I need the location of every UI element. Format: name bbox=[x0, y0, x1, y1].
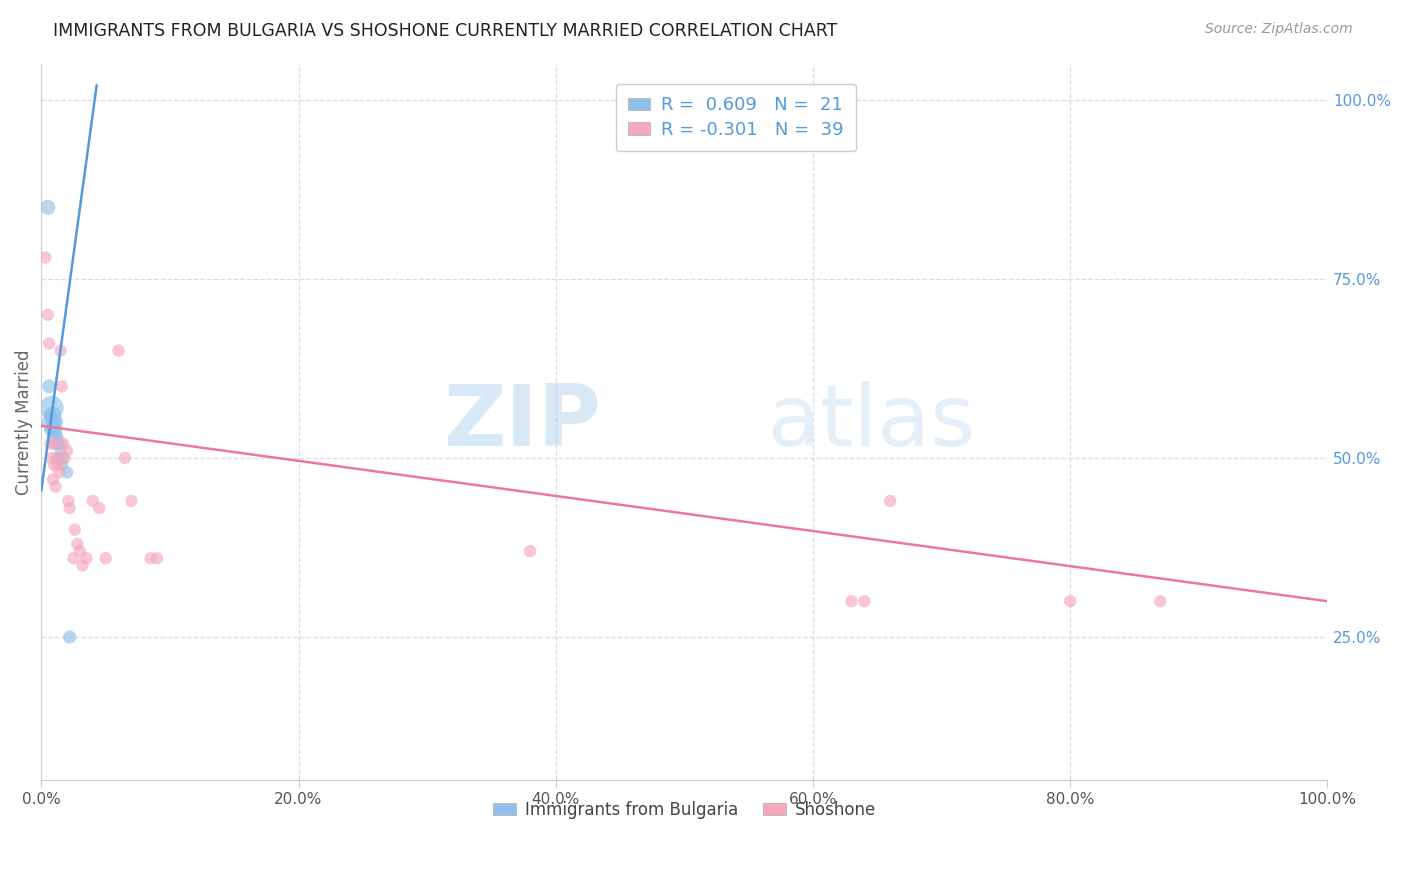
Point bbox=[139, 551, 162, 566]
Point bbox=[39, 436, 62, 450]
Point bbox=[37, 308, 59, 322]
Point bbox=[44, 480, 66, 494]
Point bbox=[45, 450, 67, 465]
Point bbox=[52, 436, 75, 450]
Point bbox=[48, 466, 70, 480]
Point bbox=[42, 473, 65, 487]
Point bbox=[1149, 594, 1171, 608]
Point bbox=[56, 466, 79, 480]
Point bbox=[45, 429, 67, 443]
Point bbox=[46, 436, 69, 450]
Point bbox=[44, 422, 66, 436]
Point bbox=[34, 251, 56, 265]
Text: ZIP: ZIP bbox=[443, 381, 600, 464]
Point bbox=[63, 523, 86, 537]
Text: atlas: atlas bbox=[768, 381, 976, 464]
Point bbox=[1059, 594, 1081, 608]
Point bbox=[841, 594, 863, 608]
Point bbox=[46, 458, 69, 472]
Point bbox=[38, 336, 60, 351]
Point bbox=[51, 436, 73, 450]
Point bbox=[58, 494, 80, 508]
Point bbox=[89, 501, 111, 516]
Y-axis label: Currently Married: Currently Married bbox=[15, 350, 32, 495]
Point bbox=[62, 551, 84, 566]
Point bbox=[120, 494, 142, 508]
Legend: Immigrants from Bulgaria, Shoshone: Immigrants from Bulgaria, Shoshone bbox=[486, 795, 883, 826]
Point bbox=[44, 436, 66, 450]
Point bbox=[42, 422, 65, 436]
Point bbox=[59, 630, 82, 644]
Point bbox=[59, 501, 82, 516]
Point bbox=[82, 494, 104, 508]
Text: IMMIGRANTS FROM BULGARIA VS SHOSHONE CURRENTLY MARRIED CORRELATION CHART: IMMIGRANTS FROM BULGARIA VS SHOSHONE CUR… bbox=[53, 22, 838, 40]
Point bbox=[879, 494, 901, 508]
Point bbox=[66, 537, 89, 551]
Point bbox=[51, 379, 73, 393]
Point bbox=[39, 408, 62, 422]
Point bbox=[49, 443, 72, 458]
Point bbox=[46, 450, 69, 465]
Point bbox=[37, 200, 59, 214]
Point bbox=[41, 401, 63, 415]
Point bbox=[72, 558, 94, 573]
Point bbox=[49, 343, 72, 358]
Point bbox=[38, 379, 60, 393]
Point bbox=[519, 544, 541, 558]
Point bbox=[41, 450, 63, 465]
Text: Source: ZipAtlas.com: Source: ZipAtlas.com bbox=[1205, 22, 1353, 37]
Point bbox=[853, 594, 876, 608]
Point bbox=[41, 415, 63, 429]
Point bbox=[146, 551, 169, 566]
Point bbox=[56, 443, 79, 458]
Point bbox=[44, 429, 66, 443]
Point bbox=[44, 436, 66, 450]
Point bbox=[75, 551, 97, 566]
Point bbox=[94, 551, 117, 566]
Point bbox=[52, 458, 75, 472]
Point bbox=[44, 458, 66, 472]
Point bbox=[114, 450, 136, 465]
Point bbox=[52, 450, 75, 465]
Point bbox=[42, 408, 65, 422]
Point bbox=[44, 415, 66, 429]
Point bbox=[107, 343, 129, 358]
Point bbox=[39, 422, 62, 436]
Point bbox=[53, 450, 76, 465]
Point bbox=[69, 544, 91, 558]
